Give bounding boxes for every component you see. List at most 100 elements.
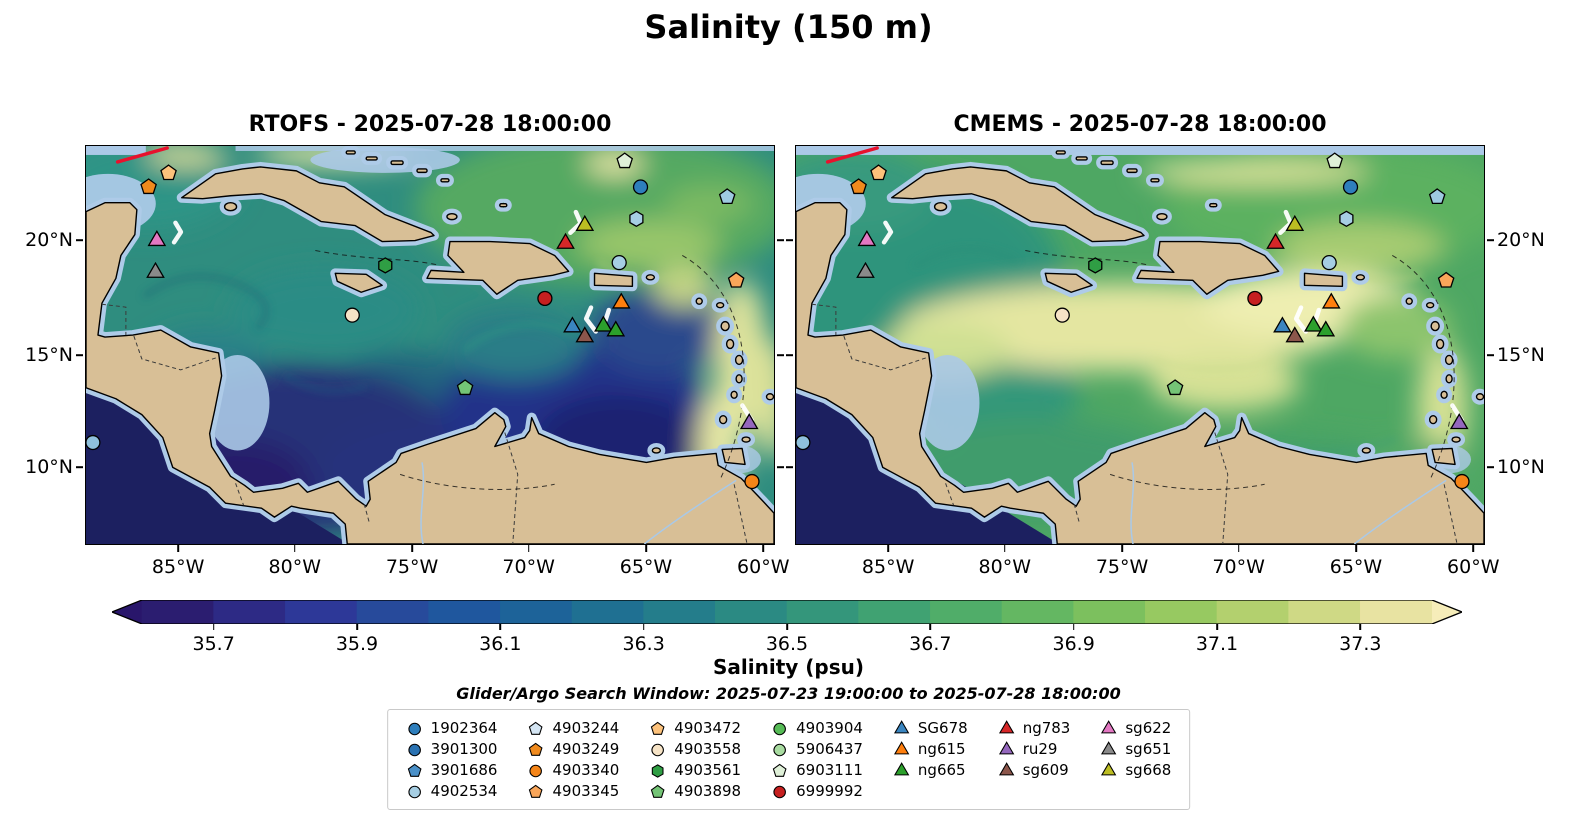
legend-item-sg622: sg622 bbox=[1100, 718, 1171, 738]
legend-item-4903472: 4903472 bbox=[649, 718, 741, 738]
lon-tick bbox=[177, 545, 179, 552]
legend-label: 4903904 bbox=[796, 719, 863, 737]
pentagon-marker-icon bbox=[650, 784, 665, 798]
lon-tick bbox=[645, 545, 647, 552]
legend-column-7: sg622 sg651 sg668 bbox=[1100, 718, 1171, 780]
marker-4903244 bbox=[1428, 188, 1446, 205]
legend-item-4903345: 4903345 bbox=[527, 781, 619, 801]
marker-4903340 bbox=[744, 473, 760, 490]
marker-4903345 bbox=[727, 271, 745, 288]
marker-ng783 bbox=[998, 719, 1014, 733]
panel-rtofs: RTOFS - 2025-07-28 18:00:00 bbox=[25, 112, 789, 578]
colorbar-tick bbox=[1216, 624, 1218, 630]
colorbar-tick bbox=[1359, 624, 1362, 630]
legend-item-SG678: SG678 bbox=[893, 718, 968, 738]
legend-column-6: ng783 ru29 sg609 bbox=[998, 718, 1071, 780]
marker-ng665 bbox=[893, 761, 910, 775]
marker-sg651 bbox=[856, 261, 875, 278]
legend-label: 4903340 bbox=[552, 761, 620, 779]
cmems-marker-layer bbox=[796, 146, 1470, 490]
colorbar-gradient bbox=[112, 600, 1462, 624]
marker-6903111 bbox=[616, 152, 634, 169]
colorbar-tick-label: 36.7 bbox=[909, 633, 952, 655]
legend-label: 4903898 bbox=[674, 782, 742, 800]
lon-tick bbox=[1355, 545, 1357, 552]
legend-label: sg622 bbox=[1125, 719, 1172, 737]
marker-4903558 bbox=[1054, 307, 1070, 323]
marker-ng665 bbox=[1316, 320, 1336, 337]
pentagon-marker-icon bbox=[529, 742, 543, 756]
marker-ng665 bbox=[606, 320, 626, 337]
legend-label: 6999992 bbox=[796, 782, 863, 800]
legend-label: sg609 bbox=[1022, 761, 1069, 779]
lon-tick-label: 70°W bbox=[1212, 556, 1265, 578]
lon-tick bbox=[527, 545, 530, 552]
colorbar-tick-label: 37.1 bbox=[1195, 633, 1239, 655]
marker-3901686 bbox=[407, 763, 422, 777]
legend-item-6903111: 6903111 bbox=[771, 760, 863, 780]
marker-4903249 bbox=[140, 178, 157, 195]
cmems-ocean-layer bbox=[796, 146, 1484, 544]
legend-item-4903558: 4903558 bbox=[649, 739, 741, 759]
legend-label: 4903345 bbox=[552, 782, 620, 800]
figure-title: Salinity (150 m) bbox=[644, 8, 933, 46]
colorbar-tick bbox=[786, 624, 788, 630]
legend-label: 4903558 bbox=[674, 740, 742, 758]
triangle-marker-icon bbox=[1101, 740, 1117, 754]
lon-tick bbox=[1003, 545, 1006, 552]
marker-4903244 bbox=[718, 188, 736, 205]
legend-label: ru29 bbox=[1022, 740, 1058, 758]
legend-item-ng615: ng615 bbox=[893, 739, 968, 759]
legend-item-4903561: 4903561 bbox=[649, 760, 741, 780]
legend-item-ng783: ng783 bbox=[998, 718, 1071, 738]
triangle-marker-icon bbox=[998, 761, 1014, 775]
pentagon-marker-icon bbox=[529, 721, 543, 735]
circle-marker-icon bbox=[407, 722, 421, 735]
lat-tick bbox=[776, 354, 784, 356]
lon-tick-label: 75°W bbox=[385, 556, 439, 578]
lat-tick-label: 15°N bbox=[1497, 344, 1545, 366]
legend-item-ru29: ru29 bbox=[998, 739, 1071, 759]
lat-tick-label: 10°N bbox=[25, 456, 73, 478]
circle-marker-icon bbox=[407, 743, 421, 756]
lon-tick bbox=[411, 545, 413, 552]
marker-ng615 bbox=[1321, 292, 1341, 309]
marker-SG678 bbox=[1273, 316, 1292, 333]
pentagon-marker-icon bbox=[650, 721, 665, 735]
marker-4902534 bbox=[1339, 210, 1354, 228]
glider-track bbox=[1313, 307, 1322, 323]
legend-column-3: 4903472 4903558 4903561 4903898 bbox=[649, 718, 741, 801]
marker-4903472 bbox=[650, 721, 665, 735]
marker-1902364 bbox=[1342, 179, 1359, 195]
legend-label: ng783 bbox=[1022, 719, 1071, 737]
marker-ng783 bbox=[556, 232, 575, 249]
marker-6903111 bbox=[772, 763, 787, 777]
legend-columns: 1902364 3901300 3901686 4902534 4903244 49032… bbox=[406, 718, 1171, 801]
marker-4903249 bbox=[529, 742, 543, 756]
triangle-marker-icon bbox=[998, 719, 1014, 733]
marker-4902534 bbox=[407, 785, 421, 798]
cmems-panel-title: CMEMS - 2025-07-28 18:00:00 bbox=[953, 112, 1327, 137]
marker-4902534 bbox=[796, 434, 811, 451]
lon-tick bbox=[1121, 545, 1123, 552]
circle-marker-icon bbox=[773, 722, 786, 735]
marker-sg668 bbox=[1285, 214, 1305, 231]
colorbar bbox=[112, 600, 1462, 624]
marker-sg609 bbox=[1285, 326, 1305, 343]
marker-4903249 bbox=[850, 178, 867, 195]
marker-4903340 bbox=[1454, 473, 1470, 490]
triangle-marker-icon bbox=[1101, 761, 1117, 775]
marker-sg609 bbox=[575, 326, 595, 343]
lon-tick-label: 65°W bbox=[1329, 556, 1383, 578]
triangle-marker-icon bbox=[1101, 719, 1117, 733]
colorbar-ticks: 35.7 35.9 36.1 36.3 36.5 36.7 36.9 37.1 37.3 bbox=[112, 624, 1462, 660]
legend-label: 4903249 bbox=[552, 740, 620, 758]
legend-label: 1902364 bbox=[430, 719, 498, 737]
pentagon-marker-icon bbox=[407, 763, 422, 777]
legend-item-5906437: 5906437 bbox=[771, 739, 863, 759]
circle-marker-icon bbox=[773, 743, 786, 756]
legend-label: 5906437 bbox=[796, 740, 863, 758]
marker-ru29 bbox=[739, 413, 759, 430]
lat-tick bbox=[776, 466, 784, 468]
glider-track bbox=[171, 220, 184, 245]
